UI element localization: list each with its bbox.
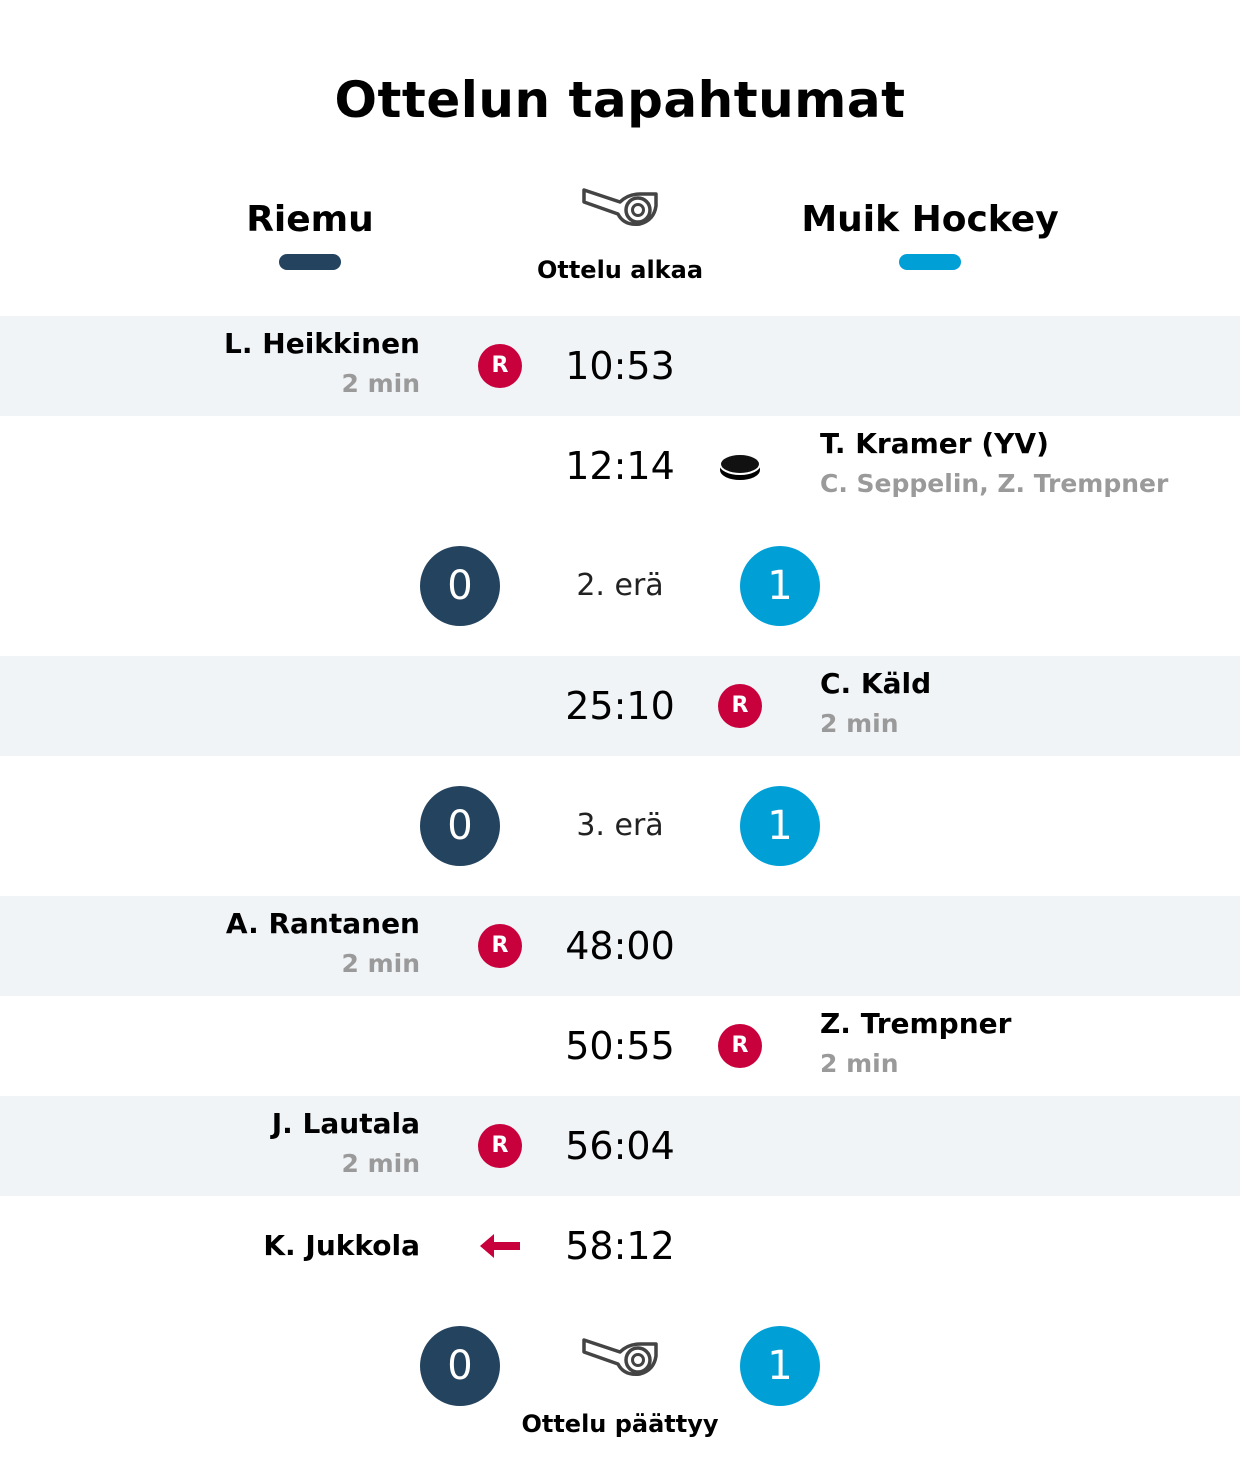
penalty-badge-icon: R: [478, 344, 522, 388]
player-name: A. Rantanen: [225, 907, 420, 940]
event-time: 25:10: [565, 684, 675, 728]
home-score: 0: [420, 786, 500, 866]
page-title: Ottelun tapahtumat: [334, 71, 906, 129]
home-score: 0: [420, 546, 500, 626]
event-time: 50:55: [565, 1024, 675, 1068]
home-team-name: Riemu: [246, 199, 374, 240]
penalty-duration: 2 min: [341, 949, 420, 978]
event-row-penalty: J. Lautala 2 min R 56:04: [0, 1096, 1240, 1196]
player-name: L. Heikkinen: [224, 327, 420, 360]
whistle-icon: [582, 1338, 658, 1377]
penalty-badge-icon: R: [478, 1124, 522, 1168]
event-row-goalie-out: K. Jukkola 58:12: [0, 1196, 1240, 1296]
penalty-badge-icon: R: [718, 1024, 762, 1068]
final-home-score: 0: [420, 1326, 500, 1406]
away-score: 1: [740, 546, 820, 626]
penalty-duration: 2 min: [820, 1049, 899, 1078]
event-time: 10:53: [565, 344, 675, 388]
player-name: Z. Trempner: [820, 1007, 1012, 1040]
goal-assists: C. Seppelin, Z. Trempner: [820, 469, 1169, 498]
arrow-left-icon: [480, 1234, 520, 1258]
period-break: 0 2. erä 1: [0, 536, 1240, 636]
puck-icon: [719, 453, 761, 480]
event-row-penalty: A. Rantanen 2 min R 48:00: [0, 896, 1240, 996]
player-name: K. Jukkola: [263, 1229, 420, 1262]
player-name: J. Lautala: [271, 1107, 420, 1140]
match-end-label: Ottelu päättyy: [521, 1410, 719, 1438]
event-time: 56:04: [565, 1124, 675, 1168]
penalty-badge-icon: R: [718, 684, 762, 728]
event-row-penalty: 50:55 R Z. Trempner 2 min: [0, 996, 1240, 1096]
event-row-penalty: L. Heikkinen 2 min R 10:53: [0, 316, 1240, 416]
period-label: 3. erä: [576, 808, 664, 843]
player-name: C. Käld: [820, 667, 932, 700]
home-team-color-bar: [279, 254, 341, 270]
goal-scorer: T. Kramer (YV): [820, 427, 1049, 460]
away-score: 1: [740, 786, 820, 866]
event-time: 12:14: [565, 444, 675, 488]
event-row-penalty: 25:10 R C. Käld 2 min: [0, 656, 1240, 756]
away-team-name: Muik Hockey: [801, 199, 1059, 240]
penalty-badge-icon: R: [478, 924, 522, 968]
away-team-color-bar: [899, 254, 961, 270]
whistle-icon: [582, 188, 658, 227]
penalty-duration: 2 min: [341, 369, 420, 398]
event-time: 58:12: [565, 1224, 675, 1268]
period-break: 0 3. erä 1: [0, 776, 1240, 876]
event-time: 48:00: [565, 924, 675, 968]
event-row-goal: 12:14 T. Kramer (YV) C. Seppelin, Z. Tre…: [0, 416, 1240, 516]
final-away-score: 1: [740, 1326, 820, 1406]
penalty-duration: 2 min: [820, 709, 899, 738]
period-label: 2. erä: [576, 568, 664, 603]
penalty-duration: 2 min: [341, 1149, 420, 1178]
match-start-label: Ottelu alkaa: [536, 256, 704, 284]
